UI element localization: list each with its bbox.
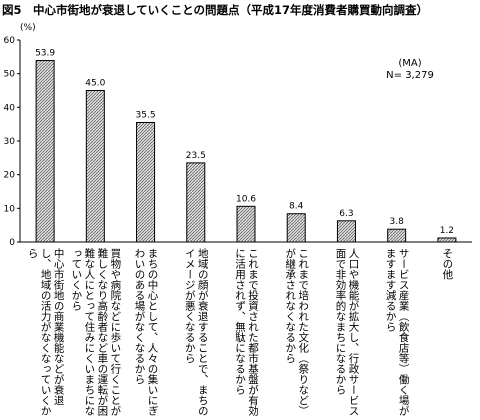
- y-tick-label: 50: [4, 70, 16, 80]
- value-label: 6.3: [339, 209, 353, 219]
- value-label: 3.8: [390, 217, 405, 227]
- x-tick-label: 地域の顔が衰退することで、まちのイメージが悪くなるから: [183, 248, 209, 416]
- value-label: 35.5: [136, 110, 156, 120]
- bar: [35, 60, 55, 243]
- x-tick-label: 買物や病院などに歩いて行くことが難しくなり高齢者など車の運転が困難な人にとって住…: [70, 248, 122, 416]
- x-tick-label: これまで投資された都市基盤が有効に活用されず、無駄になるから: [234, 248, 259, 416]
- y-tick-label: 0: [9, 238, 15, 248]
- y-tick-label: 10: [4, 204, 16, 214]
- bar: [136, 121, 156, 243]
- chart-title: 図5 中心市街地が衰退していくことの問題点（平成17年度消費者購買動向調査）: [2, 3, 429, 17]
- y-unit: (%): [20, 23, 36, 33]
- y-tick-label: 40: [4, 103, 16, 113]
- y-tick-label: 60: [4, 36, 16, 46]
- value-label: 53.9: [35, 49, 55, 59]
- value-label: 23.5: [186, 151, 206, 161]
- bar: [236, 205, 256, 243]
- x-tick-label: まちの中心として、人々の集いにぎわいのある場がなくなるから: [133, 248, 159, 416]
- bar: [286, 213, 306, 243]
- bar: [437, 237, 457, 243]
- bar: [186, 162, 206, 243]
- x-tick-label: その他: [441, 248, 454, 280]
- value-label: 10.6: [236, 194, 256, 204]
- x-tick-label: これまで培われた文化（祭りなど）が継承されなくなるから: [284, 248, 310, 416]
- x-tick-label: 人口や機能が拡大し、行政サービス面で非効率的なまちになるから: [334, 248, 360, 416]
- bar: [336, 220, 356, 243]
- value-label: 8.4: [289, 202, 304, 212]
- value-label: 45.0: [85, 79, 105, 89]
- value-label: 1.2: [440, 226, 454, 236]
- annotation: N= 3,279: [386, 70, 434, 81]
- y-tick-label: 30: [4, 137, 16, 147]
- bar: [387, 228, 407, 243]
- x-tick-label: サービス産業（飲食店等）働く場がますます減るから: [384, 248, 410, 416]
- y-tick-label: 20: [4, 171, 16, 181]
- x-tick-label: 中心市街地の商業機能などが衰退し、地域の活力がなくなっていくから: [26, 248, 65, 416]
- bar: [85, 90, 105, 243]
- annotation: (MA): [398, 58, 421, 69]
